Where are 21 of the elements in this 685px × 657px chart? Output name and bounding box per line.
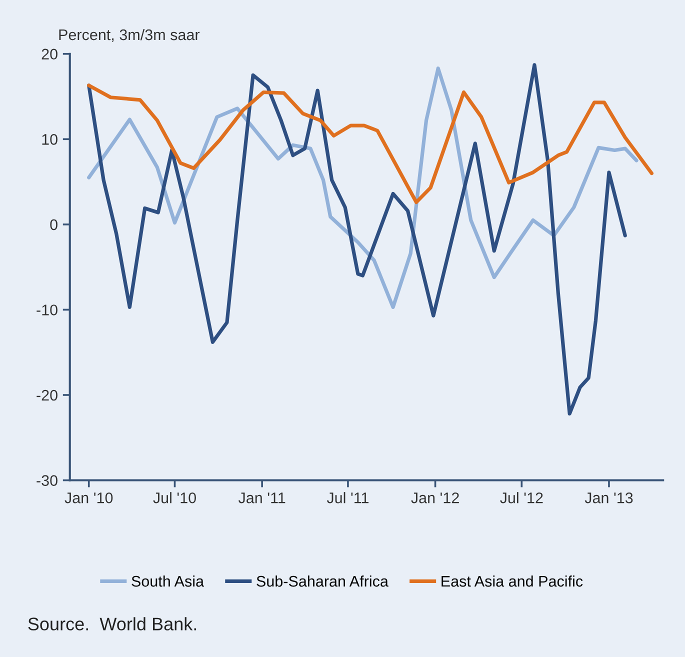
legend-label: Sub-Saharan Africa	[256, 575, 388, 587]
x-tick-label: Jan '13	[584, 492, 633, 504]
y-tick-label: -10	[36, 304, 58, 316]
line-series	[87, 66, 638, 309]
y-tick-label: 0	[50, 219, 58, 230]
legend-label: South Asia	[132, 575, 204, 587]
source-note: Source. World Bank.	[28, 617, 196, 630]
y-tick-label: -30	[36, 475, 58, 486]
line-series	[87, 63, 627, 416]
x-tick-label: Jul '12	[500, 492, 543, 504]
y-axis-title: Percent, 3m/3m saar	[59, 28, 200, 42]
line-series	[87, 84, 654, 204]
x-tick-label: Jan '12	[411, 492, 459, 504]
y-tick-label: 20	[42, 48, 58, 60]
x-tick-label: Jul '10	[153, 492, 196, 504]
x-tick-label: Jan '11	[238, 492, 286, 504]
y-tick-label: 10	[42, 134, 58, 145]
x-tick-label: Jan '10	[64, 492, 113, 504]
x-tick-label: Jul '11	[326, 492, 368, 504]
legend-label: East Asia and Pacific	[442, 575, 583, 587]
y-tick-label: -20	[36, 390, 58, 401]
